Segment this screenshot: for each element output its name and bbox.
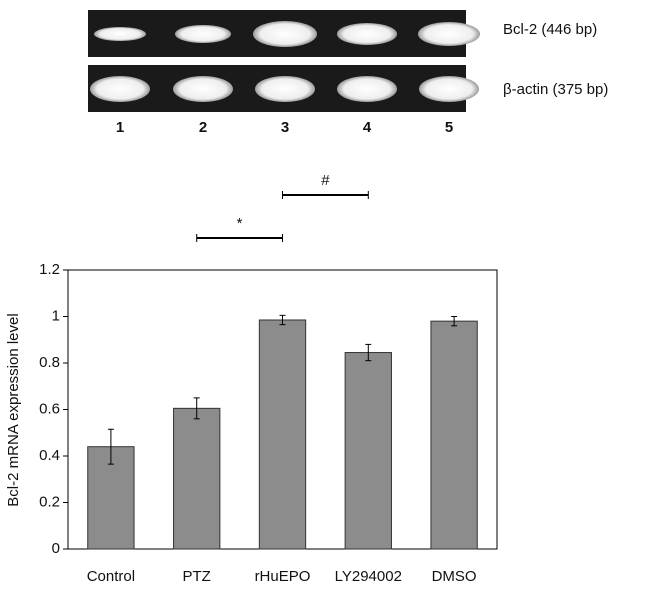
gel-band — [173, 76, 233, 102]
bar — [344, 352, 392, 550]
y-tick-label: 0.6 — [39, 400, 60, 417]
lane-label: 1 — [116, 119, 124, 136]
gel-band — [253, 21, 317, 47]
y-axis-label: Bcl-2 mRNA expression level — [5, 313, 22, 506]
bar — [173, 407, 221, 550]
y-tick-label: 0.4 — [39, 447, 60, 464]
band-label: β-actin (375 bp) — [503, 81, 608, 98]
y-tick-label: 1.2 — [39, 261, 60, 278]
error-bar — [451, 316, 458, 327]
error-bar — [193, 397, 200, 420]
lane-label: 4 — [363, 119, 372, 136]
lane-label: 2 — [199, 119, 207, 136]
gel-band — [337, 23, 397, 45]
gel-bands — [90, 21, 480, 102]
band-label: Bcl-2 (446 bp) — [503, 21, 597, 38]
error-bar — [107, 428, 114, 465]
gel-band — [419, 76, 479, 102]
y-tick-label: 1 — [52, 307, 60, 324]
gel-band — [90, 76, 150, 102]
y-tick-label: 0.8 — [39, 354, 60, 371]
x-tick-label: rHuEPO — [255, 568, 311, 585]
gel-band — [255, 76, 315, 102]
gel-band — [418, 22, 480, 46]
lane-label: 5 — [445, 119, 453, 136]
x-tick-label: LY294002 — [335, 568, 402, 585]
y-tick-label: 0 — [52, 540, 60, 557]
gel-band — [337, 76, 397, 102]
significance-label: * — [237, 215, 243, 232]
error-bar — [365, 343, 372, 362]
x-tick-label: PTZ — [183, 568, 211, 585]
bar — [258, 319, 307, 550]
gel-band — [175, 25, 231, 43]
significance-label: # — [321, 172, 330, 189]
gel-band — [94, 27, 146, 41]
error-bar — [279, 314, 286, 326]
bar — [430, 320, 478, 550]
lane-label: 3 — [281, 119, 289, 136]
x-tick-label: DMSO — [432, 568, 477, 585]
y-tick-label: 0.2 — [39, 493, 60, 510]
x-tick-label: Control — [87, 568, 135, 585]
